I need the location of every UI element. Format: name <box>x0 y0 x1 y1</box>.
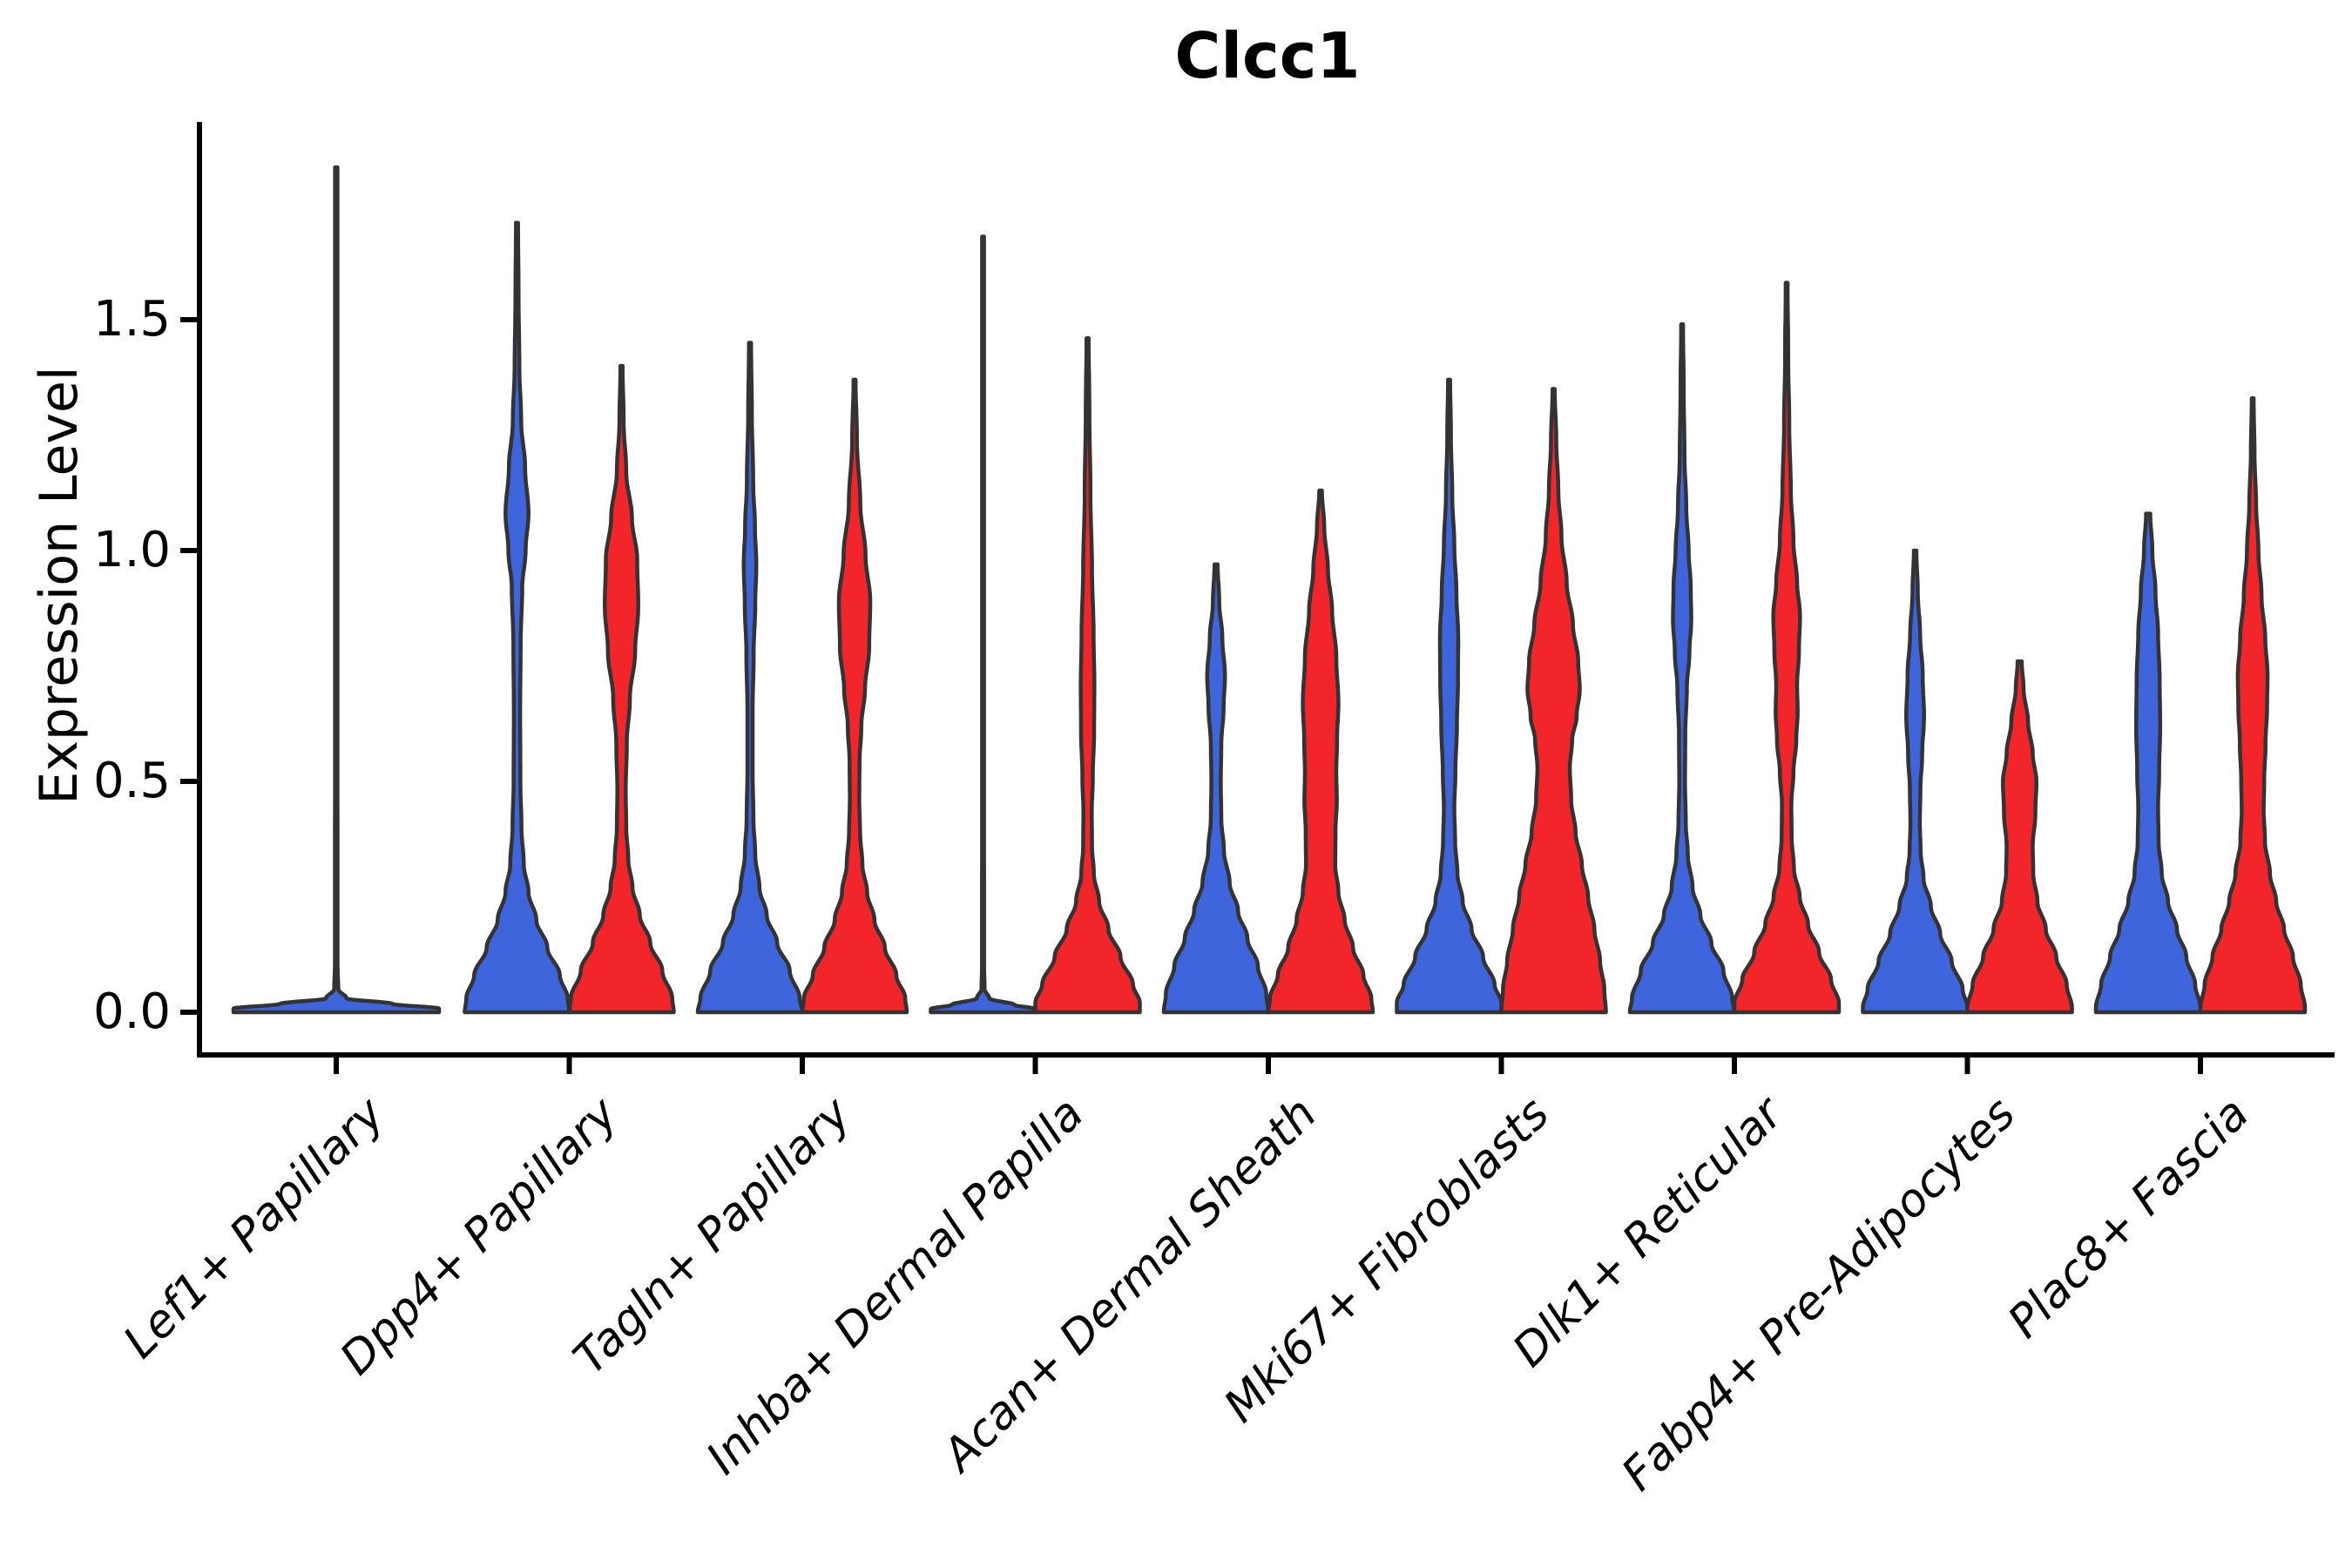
y-tick-label: 1.0 <box>92 522 171 578</box>
violin-plac8-fascia-blue <box>2093 511 2203 1015</box>
violin-tagln-papillary-red <box>800 377 909 1015</box>
y-tick-label: 0.5 <box>92 753 171 809</box>
violin-inhba-dermal-papilla-red <box>1033 335 1142 1015</box>
violin-acan-dermal-sheath-red <box>1266 488 1375 1015</box>
violin-fabp4-pre-adipocytes-red <box>1965 659 2074 1015</box>
violin-fabp4-pre-adipocytes-blue <box>1861 548 1970 1015</box>
violin-plac8-fascia-red <box>2198 395 2308 1015</box>
violin-lef1-papillary-blue <box>231 165 442 1015</box>
violin-dlk1-reticular-blue <box>1627 322 1737 1015</box>
y-tick-label: 0.0 <box>92 983 171 1040</box>
violin-acan-dermal-sheath-blue <box>1161 562 1271 1015</box>
y-tick-label: 1.5 <box>92 291 171 348</box>
violin-mki67-fibroblasts-red <box>1499 387 1608 1015</box>
violin-dpp4-papillary-red <box>567 363 676 1015</box>
violin-inhba-dermal-papilla-blue <box>929 234 1037 1015</box>
violin-dpp4-papillary-blue <box>463 220 571 1015</box>
violin-dlk1-reticular-red <box>1732 280 1842 1015</box>
violin-mki67-fibroblasts-blue <box>1395 377 1504 1015</box>
chart-title: Clcc1 <box>1174 19 1361 92</box>
violin-tagln-papillary-blue <box>695 341 805 1015</box>
